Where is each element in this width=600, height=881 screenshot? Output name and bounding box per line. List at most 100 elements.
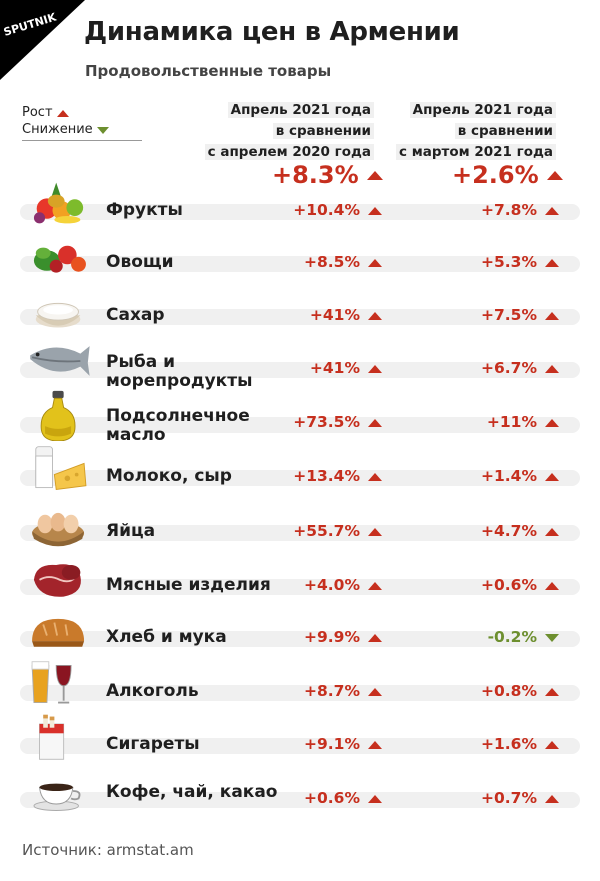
value-text: +0.6% [304, 789, 360, 807]
coffee-cup-icon [33, 783, 81, 811]
row-label: Рыба и морепродукты [106, 352, 253, 391]
row-background-bar [20, 738, 580, 754]
row-background-bar [20, 685, 580, 701]
arrow-down-icon [545, 633, 559, 642]
arrow-up-icon [545, 418, 559, 427]
value-yoy: +9.9% [304, 628, 382, 646]
value-mom: +5.3% [481, 253, 559, 271]
arrow-up-icon [545, 258, 559, 267]
value-text: +4.0% [304, 576, 360, 594]
vegetables-icon [33, 245, 86, 273]
cigarettes-icon [39, 714, 65, 760]
arrow-up-icon [368, 364, 382, 373]
row-background-bar [20, 792, 580, 808]
value-text: +1.4% [481, 467, 537, 485]
arrow-up-icon [545, 206, 559, 215]
arrow-up-icon [368, 527, 382, 536]
value-text: +41% [309, 359, 360, 377]
value-text: +9.9% [304, 628, 360, 646]
arrow-up-icon [366, 171, 383, 180]
value-yoy: +41% [310, 359, 382, 377]
source-note: Источник: armstat.am [22, 841, 194, 859]
arrow-up-icon [368, 258, 382, 267]
row-label: Алкоголь [106, 681, 199, 701]
table-row: Мясные изделия +4.0% +0.6% [0, 564, 600, 610]
value-mom: +1.4% [481, 467, 559, 485]
column-header-mom: Апрель 2021 года в сравнении с мартом 20… [356, 100, 556, 163]
arrow-up-icon [545, 687, 559, 696]
value-yoy: +0.6% [304, 789, 382, 807]
value-yoy: +73.5% [293, 413, 382, 431]
row-label: Мясные изделия [106, 575, 271, 595]
value-text: +4.7% [481, 522, 537, 540]
row-label: Молоко, сыр [106, 466, 232, 486]
column-header-line: с апрелем 2020 года [204, 144, 374, 160]
table-row: Рыба и морепродукты +41% +6.7% [0, 346, 600, 393]
legend: Рост Снижение [22, 104, 144, 141]
value-text: +55.7% [293, 522, 360, 540]
column-header-yoy: Апрель 2021 года в сравнении с апрелем 2… [174, 100, 374, 163]
total-mom: +2.6% [452, 158, 563, 192]
total-mom-value: +2.6% [452, 161, 539, 189]
table-row: Кофе, чай, какао +0.6% +0.7% [0, 783, 600, 823]
value-mom: +11% [487, 413, 559, 431]
column-header-line: Апрель 2021 года [409, 102, 556, 118]
row-label: Подсолнечное масло [106, 406, 250, 445]
page-subtitle: Продовольственные товары [85, 62, 332, 80]
table-row: Подсолнечное масло +73.5% +11% [0, 390, 600, 447]
row-background-bar [20, 579, 580, 595]
total-yoy-value: +8.3% [272, 161, 359, 189]
row-background-bar [20, 309, 580, 325]
page-title: Динамика цен в Армении [84, 17, 460, 47]
value-text: +7.5% [481, 306, 537, 324]
value-text: +5.3% [481, 253, 537, 271]
table-row: Хлеб и мука +9.9% -0.2% [0, 618, 600, 662]
value-text: +13.4% [293, 467, 360, 485]
value-text: +9.1% [304, 735, 360, 753]
arrow-up-icon [545, 364, 559, 373]
value-text: +1.6% [481, 735, 537, 753]
value-yoy: +9.1% [304, 735, 382, 753]
meat-icon [33, 564, 81, 597]
milk-cheese-icon [35, 446, 87, 490]
row-label: Кофе, чай, какао [106, 782, 278, 802]
row-background-bar [20, 417, 580, 433]
value-mom: +0.8% [481, 682, 559, 700]
value-yoy: +8.5% [304, 253, 382, 271]
value-yoy: +4.0% [304, 576, 382, 594]
column-header-line: Апрель 2021 года [227, 102, 374, 118]
value-text: +11% [486, 413, 537, 431]
value-yoy: +41% [310, 306, 382, 324]
row-background-bar [20, 256, 580, 272]
value-mom: +0.7% [481, 789, 559, 807]
legend-up-label: Рост [22, 105, 53, 120]
value-text: +10.4% [293, 201, 360, 219]
row-label: Сахар [106, 305, 165, 325]
oil-bottle-icon [40, 390, 76, 441]
eggs-icon [32, 512, 85, 547]
value-mom: +7.8% [481, 201, 559, 219]
arrow-up-icon [545, 581, 559, 590]
table-row: Сигареты +9.1% +1.6% [0, 714, 600, 769]
row-label: Яйца [106, 521, 156, 541]
row-background-bar [20, 631, 580, 647]
column-header-line: с мартом 2021 года [396, 144, 556, 160]
value-mom: +6.7% [481, 359, 559, 377]
arrow-up-icon [368, 581, 382, 590]
arrow-up-icon [545, 794, 559, 803]
row-label: Сигареты [106, 734, 200, 754]
row-label: Овощи [106, 252, 174, 272]
arrow-up-icon [545, 311, 559, 320]
arrow-up-icon [545, 472, 559, 481]
legend-divider [22, 140, 142, 141]
arrow-down-icon [96, 126, 109, 134]
table-row: Сахар +41% +7.5% [0, 300, 600, 340]
fruits-icon [33, 182, 84, 224]
value-text: +41% [309, 306, 360, 324]
legend-down-label: Снижение [22, 122, 93, 137]
arrow-up-icon [368, 206, 382, 215]
value-text: +0.6% [481, 576, 537, 594]
value-mom: +7.5% [481, 306, 559, 324]
fish-icon [30, 346, 90, 376]
arrow-up-icon [546, 171, 563, 180]
